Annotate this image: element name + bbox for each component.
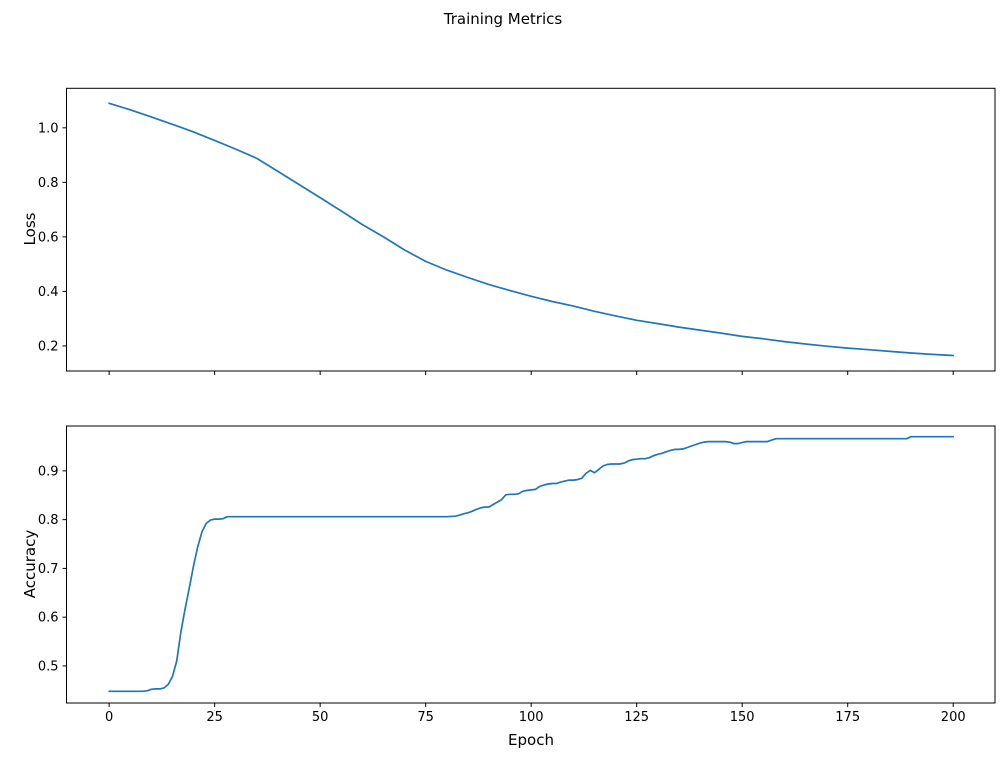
x-tick-label: 100	[519, 710, 544, 725]
accuracy-y-axis-label: Accuracy	[21, 529, 39, 599]
axes-frame	[66, 87, 996, 372]
loss-subplot: 0.2 0.4 0.6 0.8 1.0	[38, 87, 996, 375]
y-tick-label: 0.9	[38, 464, 59, 479]
y-tick-label: 0.2	[38, 339, 59, 354]
epoch-x-axis-label: Epoch	[508, 731, 554, 749]
x-tick-label: 75	[417, 710, 434, 725]
x-tick-label: 150	[730, 710, 755, 725]
y-tick-label: 1.0	[38, 121, 59, 136]
accuracy-line	[108, 435, 955, 693]
x-tick-label: 175	[835, 710, 860, 725]
loss-line	[108, 102, 955, 357]
accuracy-subplot: 0 25 50 75 100 125 150 175 200 0.5 0.6 0.7 0.8 0.9	[38, 425, 996, 725]
y-tick-label: 0.6	[38, 230, 59, 245]
y-tick-label: 0.8	[38, 513, 59, 528]
y-tick-label: 0.5	[38, 659, 59, 674]
figure-title: Training Metrics	[443, 10, 563, 28]
y-tick-label: 0.6	[38, 611, 59, 626]
x-tick-label: 200	[941, 710, 966, 725]
y-tick-label: 0.4	[38, 285, 59, 300]
x-tick-label: 0	[105, 710, 113, 725]
y-tick-label: 0.8	[38, 176, 59, 191]
x-tick-label: 50	[312, 710, 329, 725]
x-tick-label: 25	[206, 710, 223, 725]
x-tick-label: 125	[624, 710, 649, 725]
axes-frame	[66, 425, 996, 704]
y-tick-label: 0.7	[38, 562, 59, 577]
loss-y-axis-label: Loss	[21, 212, 39, 246]
